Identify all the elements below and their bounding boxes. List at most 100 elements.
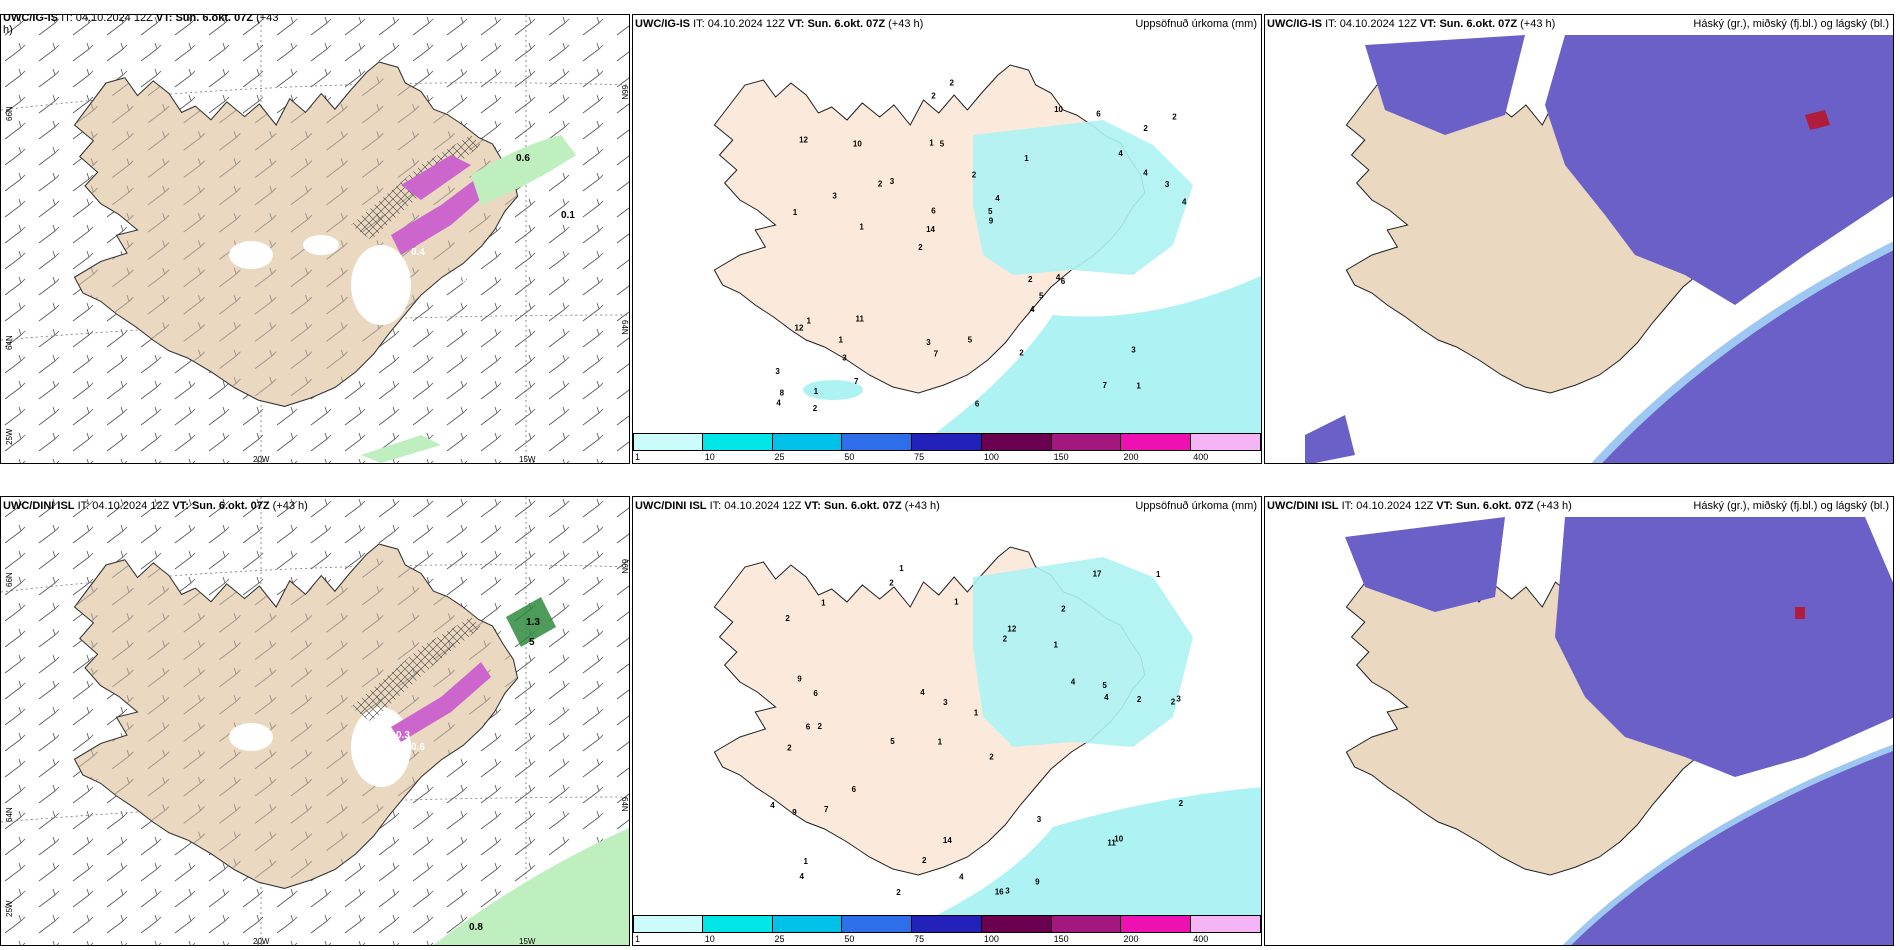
precip-value: 2 [1143, 124, 1148, 133]
precip-value: 2 [950, 79, 955, 88]
precip-value: 2 [785, 614, 790, 623]
precip-value: 1 [1024, 154, 1029, 163]
panel-title: Uppsöfnuð úrkoma (mm) [1135, 500, 1257, 512]
precip-value: 14 [943, 836, 952, 845]
precip-value: 4 [995, 194, 1000, 203]
panel-header: UWC/DINI ISL IT: 04.10.2024 12Z VT: Sun.… [1267, 500, 1572, 512]
precip-map: 1122111213335461224241436101011734623473… [713, 64, 1261, 435]
panel-header: UWC/IG-IS IT: 04.10.2024 12Z VT: Sun. 6.… [3, 14, 279, 36]
precip-value: 3 [1165, 180, 1170, 189]
lat-label: 66N [620, 85, 629, 100]
precip-value: 5 [890, 737, 895, 746]
precip-value: 12 [1007, 625, 1016, 634]
colorbar-tick-label: 75 [914, 934, 925, 944]
colorbar-tick-label: 1 [635, 452, 641, 462]
precip-value: 2 [922, 856, 927, 865]
precip-value: 1 [839, 336, 844, 345]
precip-value: 12 [795, 323, 804, 332]
lon-label: 25W [5, 900, 14, 917]
precip-value: 1 [1156, 570, 1161, 579]
colorbar-tick-label: 400 [1193, 934, 1209, 944]
precip-value: 4 [1182, 198, 1187, 207]
precip-value: 8 [780, 388, 785, 397]
precip-value: 3 [890, 177, 895, 186]
precip-value: 9 [792, 808, 797, 817]
panel-ig-precip: UWC/IG-IS IT: 04.10.2024 12Z VT: Sun. 6.… [632, 14, 1262, 464]
precip-value: 2 [1179, 799, 1184, 808]
precip-value: 6 [931, 207, 936, 216]
precip-value: 1 [807, 317, 812, 326]
precip-value: 9 [1035, 878, 1040, 887]
colorbar-frame [633, 915, 1261, 933]
precip-value: 4 [1143, 169, 1148, 178]
lat-label: 64N [5, 807, 14, 822]
colorbar-swatch [1121, 915, 1192, 933]
colorbar-swatch [842, 915, 913, 933]
panel-header: UWC/IG-IS IT: 04.10.2024 12Z VT: Sun. 6.… [1267, 18, 1556, 30]
precip-numbers: 1122111213335461224241436101011734623473… [775, 79, 1187, 413]
precip-value: 1 [793, 208, 798, 217]
precip-value: 4 [959, 873, 964, 882]
precip-value: 2 [1019, 349, 1024, 358]
panel-dini-wind: UWC/DINI ISL IT: 04.10.2024 12Z VT: Sun.… [0, 496, 630, 946]
precip-value: 9 [797, 674, 802, 683]
precip-value: 11 [856, 315, 865, 324]
precip-value: 2 [918, 243, 923, 252]
value-label: 0.3 [396, 730, 410, 741]
panel-ig-cloud: UWC/IG-IS IT: 04.10.2024 12Z VT: Sun. 6.… [1264, 14, 1894, 464]
precip-value: 1 [929, 138, 934, 147]
colorbar-tick-label: 200 [1123, 934, 1139, 944]
lon-label: 20W [253, 937, 270, 946]
colorbar-tick-label: 150 [1053, 452, 1069, 462]
precip-value: 10 [853, 140, 862, 149]
precip-value: 2 [896, 888, 901, 897]
panel-title: Uppsöfnuð úrkoma (mm) [1135, 18, 1257, 30]
precip-value: 1 [1054, 640, 1059, 649]
cloud-map [1345, 517, 1893, 945]
precip-value: 5 [968, 336, 973, 345]
panel-dini-cloud: UWC/DINI ISL IT: 04.10.2024 12Z VT: Sun.… [1264, 496, 1894, 946]
colorbar-tick-label: 200 [1123, 452, 1139, 462]
lat-label: 66N [5, 106, 14, 121]
value-label: 1.3 [526, 617, 540, 628]
precip-value: 4 [1071, 678, 1076, 687]
precip-value: 1 [954, 598, 959, 607]
cloud-map [1305, 35, 1893, 463]
colorbar-swatch [1051, 915, 1122, 933]
precip-value: 1 [974, 709, 979, 718]
precip-value: 2 [889, 579, 894, 588]
precip-value: 2 [989, 752, 994, 761]
precip-value: 6 [806, 723, 811, 732]
value-label: 0.1 [561, 210, 575, 221]
lat-label: 64N [620, 320, 629, 335]
precip-value: 3 [926, 338, 931, 347]
precip-value: 9 [989, 216, 994, 225]
colorbar-swatch [1121, 433, 1192, 451]
precip-value: 2 [1172, 113, 1177, 122]
precip-value: 1 [804, 857, 809, 866]
precip-value: 2 [1137, 695, 1142, 704]
precip-value: 2 [818, 722, 823, 731]
value-label: 0.6 [516, 153, 530, 164]
precip-value: 2 [931, 91, 936, 100]
precip-value: 5 [940, 139, 945, 148]
precip-value: 4 [800, 872, 805, 881]
colorbar-swatch [1051, 433, 1122, 451]
precip-value: 1 [814, 387, 819, 396]
precip-value: 7 [934, 349, 939, 358]
colorbar-tick-label: 400 [1193, 452, 1209, 462]
precip-value: 6 [1096, 110, 1101, 119]
colorbar-swatch [633, 915, 703, 933]
colorbar-tick-label: 100 [983, 934, 999, 944]
colorbar-swatch [842, 433, 913, 451]
panel-header: UWC/DINI ISL IT: 04.10.2024 12Z VT: Sun.… [635, 500, 940, 512]
precip-value: 2 [878, 180, 883, 189]
colorbar-tick-label: 100 [983, 452, 999, 462]
colorbar-swatch [981, 433, 1052, 451]
precip-value: 1 [859, 223, 864, 232]
precip-value: 2 [1003, 635, 1008, 644]
colorbar: 1 10 25 50 75 100 150 200 400 [633, 915, 1261, 945]
precip-value: 11 [1107, 839, 1116, 848]
wind-map [1, 497, 629, 945]
